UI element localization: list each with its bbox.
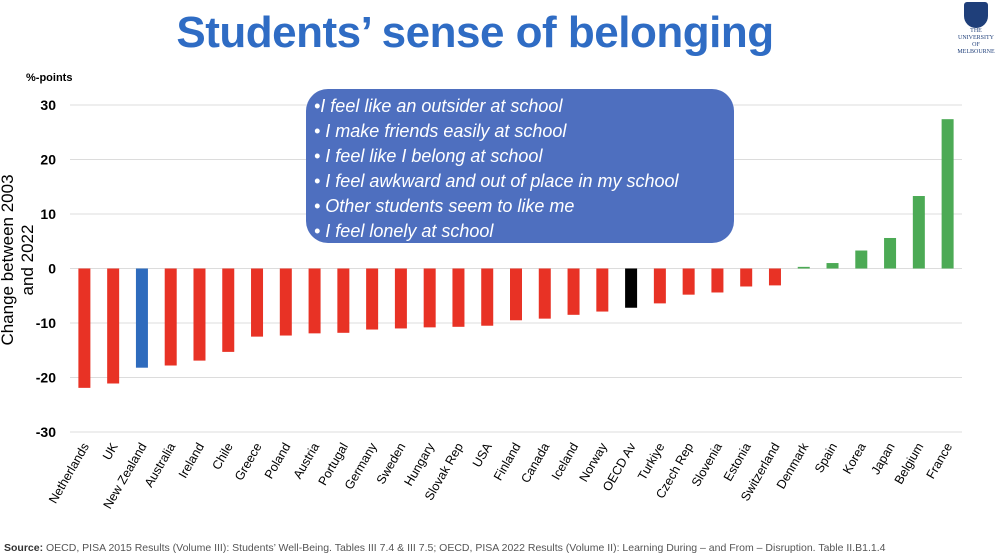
bar [481, 268, 494, 326]
x-tick-label: Netherlands [46, 441, 92, 506]
bar [78, 268, 91, 388]
x-tick-label: Canada [518, 440, 552, 485]
callout-item: • Other students seem to like me [314, 196, 575, 216]
callout-item: • I feel like I belong at school [314, 146, 543, 166]
bar [107, 268, 120, 384]
x-tick-label: France [924, 440, 956, 481]
x-tick-label: Chile [209, 440, 235, 472]
bar [279, 268, 292, 336]
bar [567, 268, 580, 315]
y-tick-label: -30 [36, 424, 56, 440]
source-note: Source: OECD, PISA 2015 Results (Volume … [4, 542, 886, 554]
x-tick-label: Korea [840, 440, 869, 476]
bar [452, 268, 465, 327]
x-tick-label: Spain [812, 440, 840, 475]
callout-item: •I feel like an outsider at school [314, 96, 563, 116]
bar [251, 268, 264, 337]
x-tick-label: UK [100, 440, 121, 463]
callout-item: • I make friends easily at school [314, 121, 567, 141]
bar [855, 250, 868, 269]
y-tick-label: 30 [40, 97, 56, 113]
x-tick-label: Japan [869, 440, 898, 477]
bar [222, 268, 235, 352]
x-tick-label: Poland [262, 440, 294, 481]
bar [740, 268, 753, 287]
bar [941, 119, 954, 269]
bar [366, 268, 379, 330]
crest-icon [964, 2, 988, 28]
bar [164, 268, 177, 366]
page-title: Students’ sense of belonging [176, 8, 774, 57]
bar [912, 196, 925, 269]
bar [653, 268, 666, 304]
bar [423, 268, 436, 328]
y-tick-label: 20 [40, 152, 56, 168]
bar [625, 268, 638, 308]
unit-label: %-points [26, 72, 73, 84]
bar [394, 268, 407, 329]
university-logo: THE UNIVERSITY OF MELBOURNE [956, 2, 996, 56]
x-tick-label: USA [470, 440, 495, 470]
bar [135, 268, 148, 368]
bar [538, 268, 551, 319]
callout-item: • I feel awkward and out of place in my … [314, 171, 679, 191]
callout-item: • I feel lonely at school [314, 221, 494, 241]
bar [884, 237, 897, 269]
x-tick-label: Greece [232, 440, 265, 483]
bar [337, 268, 350, 333]
y-tick-label: 10 [40, 206, 56, 222]
bar [596, 268, 609, 312]
bar [711, 268, 724, 293]
bar [826, 263, 839, 269]
bar [797, 266, 810, 269]
y-tick-label: -20 [36, 370, 56, 386]
bar [193, 268, 206, 361]
y-tick-label: -10 [36, 315, 56, 331]
bar [682, 268, 695, 295]
y-tick-label: 0 [48, 261, 56, 277]
survey-items-callout: •I feel like an outsider at school • I m… [306, 89, 734, 243]
bar [510, 268, 522, 321]
bar [308, 268, 321, 334]
bar [768, 268, 781, 286]
x-tick-label: Ireland [176, 440, 207, 480]
x-tick-label: Austria [291, 440, 323, 481]
